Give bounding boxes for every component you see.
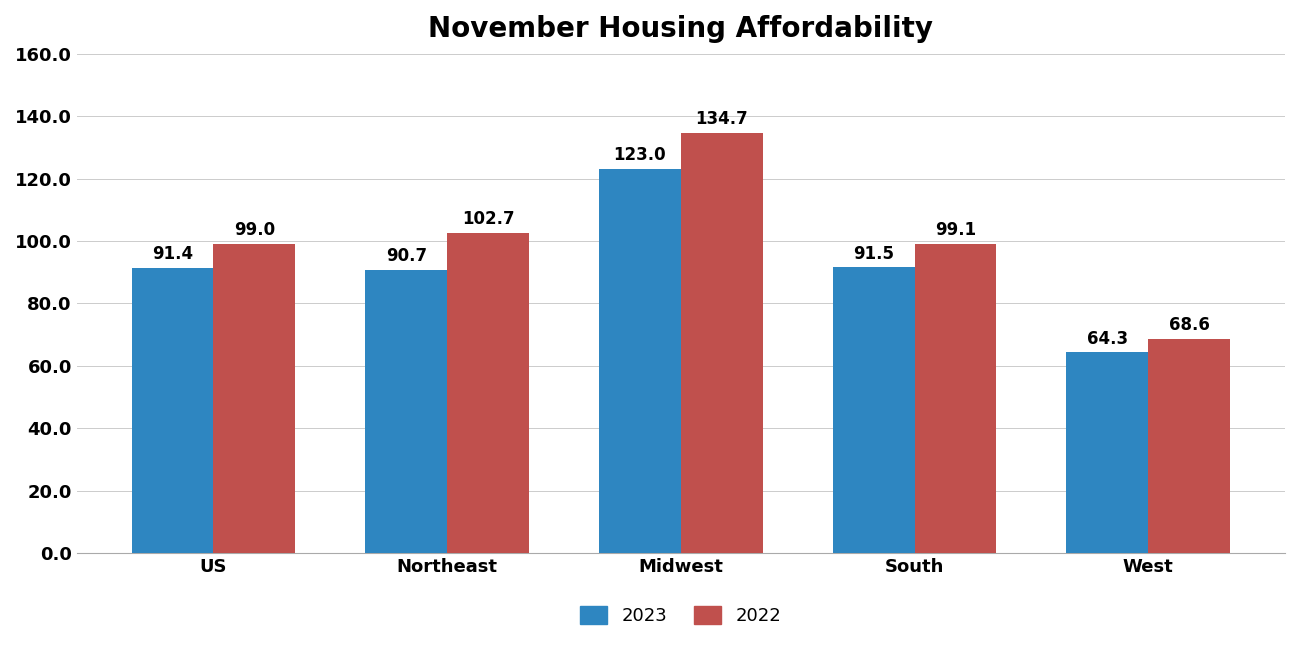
Text: 68.6: 68.6 bbox=[1169, 316, 1209, 334]
Bar bbox=[131, 268, 213, 553]
Text: 102.7: 102.7 bbox=[462, 210, 515, 228]
Bar bbox=[447, 232, 529, 553]
Text: 99.1: 99.1 bbox=[935, 221, 976, 239]
Text: 123.0: 123.0 bbox=[614, 147, 667, 164]
Bar bbox=[833, 267, 915, 553]
Title: November Housing Affordability: November Housing Affordability bbox=[429, 15, 933, 43]
Text: 64.3: 64.3 bbox=[1087, 330, 1128, 348]
Text: 134.7: 134.7 bbox=[696, 110, 747, 128]
Legend: 2023, 2022: 2023, 2022 bbox=[571, 596, 790, 634]
Text: 90.7: 90.7 bbox=[386, 247, 426, 265]
Bar bbox=[365, 270, 447, 553]
Bar bbox=[1148, 339, 1230, 553]
Bar bbox=[599, 169, 681, 553]
Bar bbox=[681, 132, 763, 553]
Text: 99.0: 99.0 bbox=[234, 221, 274, 239]
Bar bbox=[915, 244, 996, 553]
Text: 91.4: 91.4 bbox=[152, 245, 194, 263]
Bar bbox=[1066, 352, 1148, 553]
Bar bbox=[213, 244, 295, 553]
Text: 91.5: 91.5 bbox=[853, 245, 894, 263]
